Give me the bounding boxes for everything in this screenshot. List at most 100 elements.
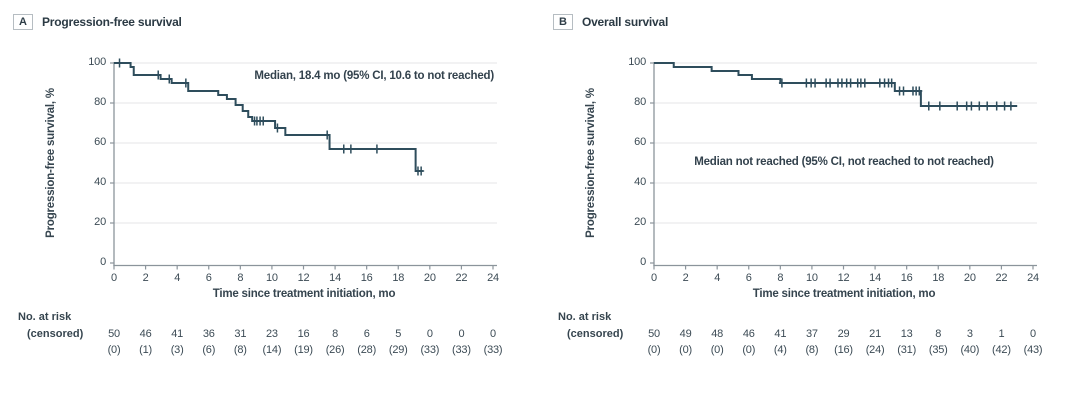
- censor-mark-10: [340, 144, 347, 154]
- censor-mark-29: [993, 101, 1000, 111]
- x-tick-label-6: 6: [205, 272, 212, 284]
- censored-count-m20: (40): [960, 344, 980, 356]
- censored-count-m14: (24): [865, 344, 885, 356]
- x-tick-label-8: 8: [237, 272, 244, 284]
- censor-mark-16: [888, 78, 895, 88]
- panel-b-km-plot: [650, 62, 1037, 270]
- y-tick-label-100: 100: [628, 56, 646, 68]
- censored-count-m18: (35): [928, 344, 948, 356]
- censor-mark-9: [324, 130, 331, 140]
- at-risk-count-m6: 46: [742, 328, 755, 340]
- censored-count-m2: (0): [679, 344, 692, 356]
- x-tick-label-0: 0: [111, 272, 117, 284]
- censored-count-m14: (26): [325, 344, 345, 356]
- panel-b-header: B Overall survival: [553, 14, 668, 30]
- censored-count-m10: (8): [805, 344, 819, 356]
- at-risk-count-m18: 8: [935, 328, 942, 340]
- x-tick-label-16: 16: [360, 272, 373, 284]
- x-tick-label-12: 12: [837, 272, 850, 284]
- y-tick-label-100: 100: [88, 56, 106, 68]
- x-tick-label-20: 20: [963, 272, 976, 284]
- censor-mark-27: [976, 101, 983, 111]
- survival-step-curve: [654, 62, 1018, 107]
- censored-count-m2: (1): [139, 344, 152, 356]
- censored-count-m24: (43): [1023, 344, 1043, 356]
- censor-mark-23: [936, 101, 943, 111]
- x-tick-label-0: 0: [651, 272, 657, 284]
- y-tick-label-80: 80: [634, 96, 646, 108]
- panel-a-km-plot: [110, 58, 497, 270]
- x-tick-label-10: 10: [805, 272, 818, 284]
- censor-mark-26: [968, 101, 975, 111]
- at-risk-count-m14: 21: [869, 328, 881, 340]
- panel-b-x-axis-title: Time since treatment initiation, mo: [752, 288, 936, 300]
- x-tick-label-2: 2: [142, 272, 149, 284]
- censored-count-m4: (0): [710, 344, 724, 356]
- at-risk-count-m20: 3: [966, 328, 973, 340]
- panel-b-median-annotation: Median not reached (95% CI, not reached …: [694, 156, 994, 168]
- at-risk-count-m24: 0: [490, 328, 496, 340]
- x-tick-label-22: 22: [455, 272, 468, 284]
- panel-a-x-axis-title: Time since treatment initiation, mo: [212, 288, 396, 300]
- at-risk-count-m8: 31: [234, 328, 247, 340]
- censor-mark-8: [274, 123, 281, 133]
- x-tick-label-4: 4: [174, 272, 181, 284]
- at-risk-count-m22: 0: [458, 328, 465, 340]
- x-tick-label-20: 20: [423, 272, 436, 284]
- x-tick-label-24: 24: [487, 272, 499, 284]
- x-tick-label-14: 14: [329, 272, 341, 284]
- censor-mark-7: [260, 116, 267, 126]
- x-tick-label-8: 8: [777, 272, 784, 284]
- at-risk-count-m20: 0: [426, 328, 433, 340]
- censor-mark-30: [1001, 101, 1008, 111]
- at-risk-count-m24: 0: [1030, 328, 1036, 340]
- panel-b-letter-badge: B: [553, 14, 573, 30]
- x-tick-label-10: 10: [265, 272, 278, 284]
- x-tick-label-6: 6: [745, 272, 752, 284]
- survival-step-curve: [114, 62, 423, 172]
- censor-mark-9: [847, 78, 854, 88]
- censored-count-m12: (19): [294, 344, 313, 356]
- panel-a-censored-table-label: (censored): [27, 328, 84, 340]
- censor-mark-0: [116, 58, 123, 68]
- censor-mark-22: [925, 101, 932, 111]
- panel-b-title: Overall survival: [581, 15, 669, 29]
- censored-count-m0: (0): [107, 344, 121, 356]
- at-risk-count-m4: 41: [171, 328, 184, 340]
- censored-count-m8: (4): [773, 344, 787, 356]
- at-risk-count-m16: 13: [900, 328, 913, 340]
- censor-mark-12: [861, 78, 868, 88]
- x-tick-label-18: 18: [932, 272, 945, 284]
- at-risk-count-m22: 1: [998, 328, 1005, 340]
- y-tick-label-40: 40: [94, 176, 106, 188]
- at-risk-count-m2: 49: [679, 328, 692, 340]
- at-risk-count-m8: 41: [774, 328, 787, 340]
- y-tick-label-60: 60: [634, 136, 646, 148]
- censored-count-m24: (33): [483, 344, 503, 356]
- censor-mark-3: [812, 78, 819, 88]
- y-tick-label-20: 20: [634, 216, 646, 228]
- at-risk-count-m12: 29: [837, 328, 850, 340]
- panel-a-risk-table-label: No. at risk: [18, 311, 72, 323]
- censor-mark-1: [155, 70, 162, 80]
- censor-mark-5: [827, 78, 834, 88]
- x-tick-label-14: 14: [869, 272, 881, 284]
- at-risk-count-m18: 5: [395, 328, 402, 340]
- censor-mark-0: [778, 78, 785, 88]
- panel-a-title: Progression-free survival: [41, 15, 182, 29]
- y-tick-label-60: 60: [94, 136, 106, 148]
- y-tick-label-20: 20: [94, 216, 106, 228]
- y-tick-label-80: 80: [94, 96, 106, 108]
- y-tick-label-0: 0: [640, 256, 646, 268]
- censored-count-m20: (33): [420, 344, 440, 356]
- panel-overall-survival: B Overall survival Progression-free surv…: [540, 0, 1080, 400]
- panel-a-letter-badge: A: [13, 14, 33, 30]
- censored-count-m0: (0): [647, 344, 661, 356]
- at-risk-count-m4: 48: [711, 328, 724, 340]
- censor-mark-12: [373, 144, 380, 154]
- x-tick-label-2: 2: [682, 272, 689, 284]
- censor-mark-3: [182, 78, 189, 88]
- panel-a-header: A Progression-free survival: [13, 14, 182, 30]
- at-risk-count-m6: 36: [202, 328, 215, 340]
